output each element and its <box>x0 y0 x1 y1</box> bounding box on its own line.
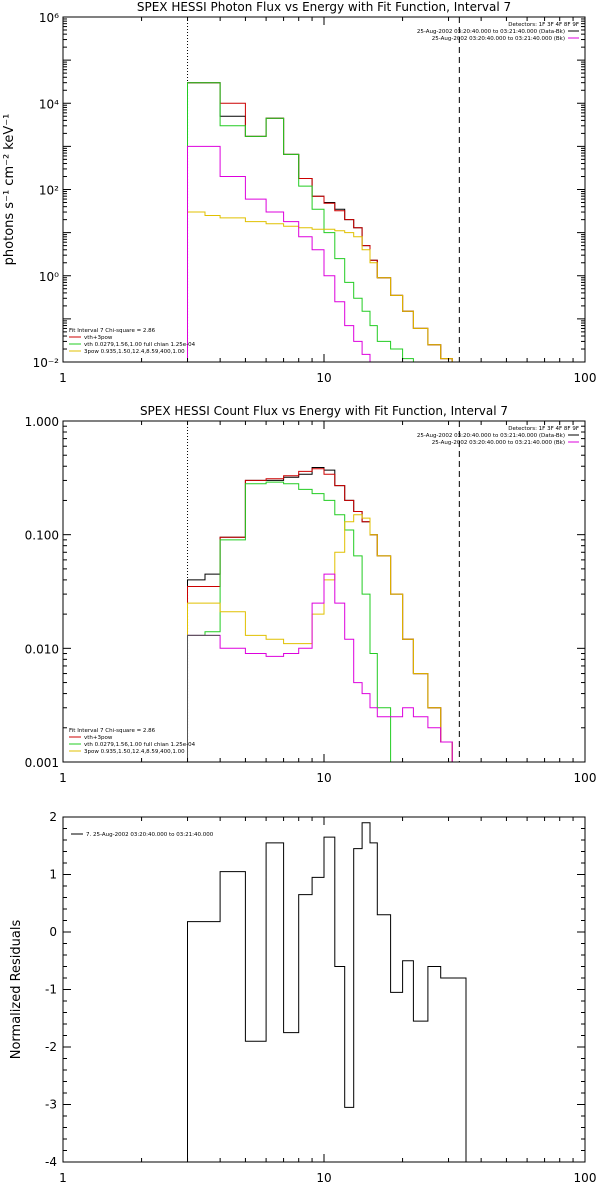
series-line-1 <box>187 822 467 1162</box>
legend-top-entry: 25-Aug-2002 03:20:40.000 to 03:21:40.000… <box>417 433 565 439</box>
legend-fit-info: Fit Interval 7 Chi-square = 2.86 <box>69 728 156 734</box>
panel-3: 1 10 100 -4 -3 -2 -1 0 1 2 Normalized Residuals 7. … <box>9 810 596 1185</box>
y-tick-label: 10⁶ <box>39 11 59 25</box>
y-tick-label: -3 <box>45 1098 57 1112</box>
legend-fit-entry: vth+3pow <box>84 735 113 741</box>
x-tick-label: 1 <box>59 371 67 385</box>
chart-title: SPEX HESSI Photon Flux vs Energy with Fi… <box>137 0 511 14</box>
y-tick-label: 1 <box>49 868 57 882</box>
legend-detectors: Detectors: 1F 3F 4F 8F 9F <box>508 426 579 432</box>
legend-top-entry: 25-Aug-2002 03:20:40.000 to 03:21:40.000… <box>432 36 565 42</box>
series-line-5 <box>187 573 466 762</box>
series-line-2 <box>187 468 466 762</box>
legend-fit-entry: 3pow 0.935,1.50,12.4,8.59,400,1.00 <box>84 749 185 755</box>
legend-fit-entry: vth 0.0279,1.56,1.00 full chian 1.25e-04 <box>84 342 196 348</box>
y-tick-label: 10⁴ <box>39 97 59 111</box>
legend-fit-entry: vth 0.0279,1.56,1.00 full chian 1.25e-04 <box>84 742 196 748</box>
legend-top-entry: 25-Aug-2002 03:20:40.000 to 03:21:40.000… <box>417 29 565 35</box>
y-tick-label: -4 <box>45 1155 57 1169</box>
series-line-4 <box>187 514 466 762</box>
y-tick-label: 0 <box>49 925 57 939</box>
y-tick-label: 0.001 <box>25 756 59 770</box>
y-tick-label: 0.010 <box>25 642 59 656</box>
x-tick-label: 1 <box>59 771 67 785</box>
y-tick-label: -1 <box>45 983 57 997</box>
x-tick-label: 1 <box>59 1171 67 1185</box>
plot-frame <box>62 16 586 363</box>
y-tick-label: 0.100 <box>25 529 59 543</box>
panel-2: SPEX HESSI Count Flux vs Energy with Fit… <box>25 404 597 785</box>
x-tick-label: 10 <box>316 771 331 785</box>
legend-top-entry: 25-Aug-2002 03:20:40.000 to 03:21:40.000… <box>432 440 565 446</box>
y-tick-label: 10⁰ <box>39 270 59 284</box>
data-layer <box>187 17 466 362</box>
series-line-1 <box>187 82 466 362</box>
panel-1: SPEX HESSI Photon Flux vs Energy with Fi… <box>2 0 596 385</box>
series-line-1 <box>187 467 466 762</box>
chart-title: SPEX HESSI Count Flux vs Energy with Fit… <box>140 404 508 418</box>
y-tick-label: 2 <box>49 810 57 824</box>
series-line-2 <box>187 82 466 362</box>
legend-residual: 7. 25-Aug-2002 03:20:40.000 to 03:21:40.… <box>86 832 214 838</box>
x-tick-label: 100 <box>574 771 597 785</box>
series-line-6 <box>187 634 221 762</box>
y-tick-label: -2 <box>45 1040 57 1054</box>
series-line-5 <box>187 145 466 362</box>
series-line-3 <box>187 481 466 762</box>
y-axis-label: Normalized Residuals <box>9 920 24 1060</box>
x-tick-label: 100 <box>574 371 597 385</box>
legend-fit-info: Fit Interval 7 Chi-square = 2.86 <box>69 328 156 334</box>
legend-detectors: Detectors: 1F 3F 4F 8F 9F <box>508 22 579 28</box>
legend-fit-entry: vth+3pow <box>84 335 113 341</box>
legend-fit-entry: 3pow 0.935,1.50,12.4,8.59,400,1.00 <box>84 349 185 355</box>
series-line-3 <box>187 82 466 362</box>
y-tick-label: 1.000 <box>25 415 59 429</box>
series-line-4 <box>187 211 466 362</box>
y-axis-label: photons s⁻¹ cm⁻² keV⁻¹ <box>2 114 17 266</box>
data-layer <box>187 822 467 1162</box>
y-tick-label: 10² <box>39 184 59 198</box>
x-tick-label: 10 <box>316 371 331 385</box>
x-tick-label: 10 <box>316 1171 331 1185</box>
data-layer <box>187 421 466 762</box>
y-tick-label: 10⁻² <box>33 356 60 370</box>
x-tick-label: 100 <box>574 1171 597 1185</box>
